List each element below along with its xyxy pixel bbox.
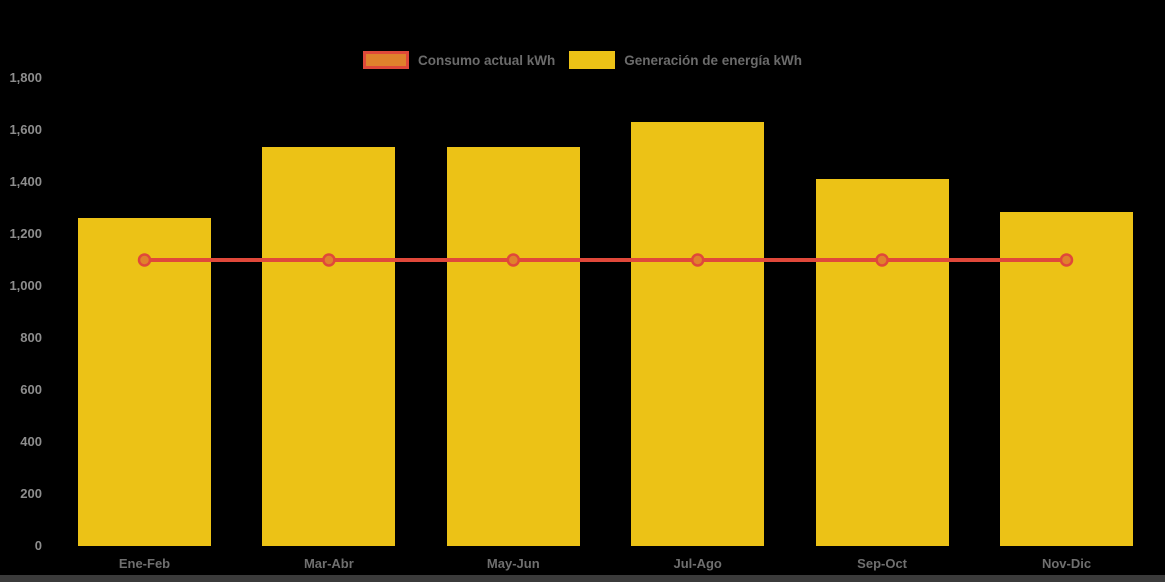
x-tick-label-May-Jun: May-Jun (486, 556, 540, 571)
x-tick-label-Mar-Abr: Mar-Abr (303, 556, 354, 571)
y-tick-label: 400 (20, 434, 42, 449)
bottom-edge-strip (0, 575, 1165, 582)
legend-item-consumo-actual[interactable]: Consumo actual kWh (362, 51, 556, 69)
bar-May-Jun (446, 146, 580, 546)
y-tick-label: 0 (34, 538, 42, 553)
bar-Mar-Abr (262, 146, 396, 546)
y-tick-label: 1,800 (9, 70, 42, 85)
y-tick-label: 600 (20, 382, 42, 397)
bar-Sep-Oct (815, 179, 949, 546)
y-tick-label: 1,000 (9, 278, 42, 293)
legend-swatch-line-series (362, 51, 409, 69)
legend-item-generacion-energia[interactable]: Generación de energía kWh (569, 51, 802, 69)
x-tick-label-Nov-Dic: Nov-Dic (1041, 556, 1092, 571)
y-tick-label: 1,400 (9, 174, 42, 189)
legend-label-generacion-energia: Generación de energía kWh (624, 52, 803, 68)
chart-legend: Consumo actual kWh Generación de energía… (0, 48, 1165, 72)
y-tick-label: 1,200 (9, 226, 42, 241)
legend-label-consumo-actual: Consumo actual kWh (417, 52, 556, 68)
y-tick-label: 200 (20, 486, 42, 501)
x-tick-label-Sep-Oct: Sep-Oct (857, 556, 908, 571)
bar-Jul-Ago (631, 122, 765, 546)
x-tick-label-Ene-Feb: Ene-Feb (118, 556, 171, 571)
bar-Ene-Feb (78, 218, 211, 546)
y-tick-label: 1,600 (9, 122, 42, 137)
y-tick-label: 800 (20, 330, 42, 345)
x-tick-label-Jul-Ago: Jul-Ago (673, 556, 722, 571)
bar-Nov-Dic (1000, 211, 1133, 546)
legend-swatch-bar-series (569, 51, 616, 69)
